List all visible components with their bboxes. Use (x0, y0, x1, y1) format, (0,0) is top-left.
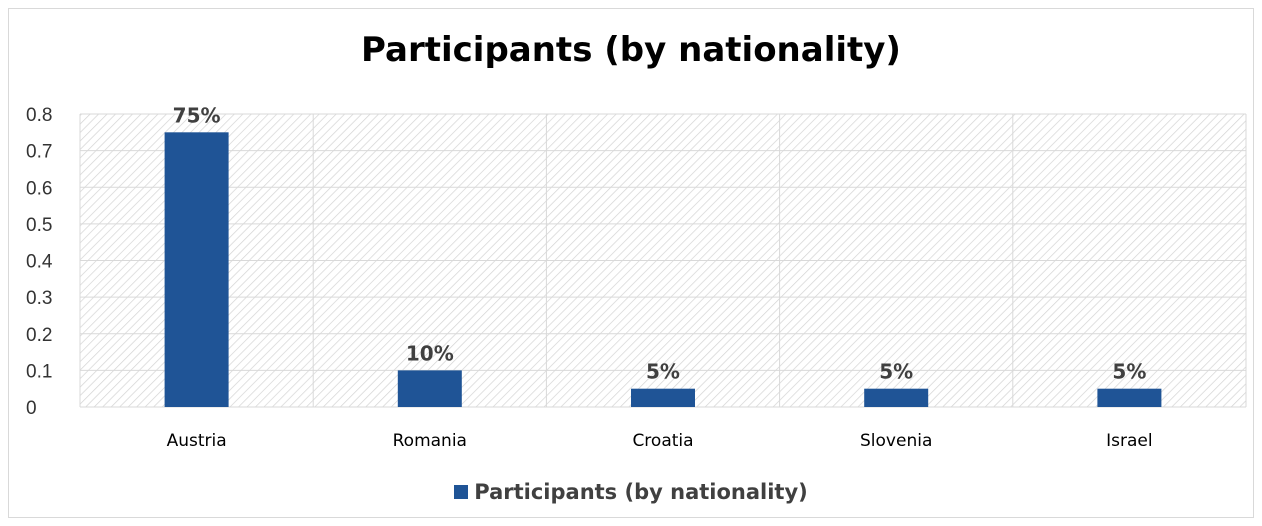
bar (864, 388, 929, 407)
bar (164, 132, 229, 407)
x-tick-label: Israel (1106, 431, 1152, 451)
y-tick-label: 0.5 (26, 215, 52, 236)
data-label: 75% (173, 103, 221, 127)
y-tick-label: 0.3 (26, 288, 52, 309)
legend: Participants (by nationality) (0, 480, 1262, 504)
y-tick-label: 0.4 (26, 252, 53, 273)
bar (397, 370, 462, 407)
data-label: 5% (1112, 360, 1146, 384)
y-tick-label: 0.6 (26, 178, 52, 199)
y-tick-label: 0 (26, 398, 37, 419)
x-tick-label: Romania (393, 431, 467, 451)
x-tick-label: Austria (167, 431, 227, 451)
y-tick-label: 0.1 (26, 361, 52, 382)
y-tick-label: 0.2 (26, 325, 52, 346)
data-label: 5% (646, 360, 680, 384)
chart-title: Participants (by nationality) (361, 30, 901, 70)
legend-label: Participants (by nationality) (474, 480, 808, 504)
bar (631, 388, 695, 407)
data-label: 10% (406, 341, 454, 365)
legend-swatch (454, 485, 469, 499)
data-label: 5% (879, 360, 913, 384)
x-tick-label: Croatia (632, 431, 693, 451)
y-tick-label: 0.8 (26, 105, 52, 126)
x-tick-label: Slovenia (860, 431, 932, 451)
y-tick-label: 0.7 (26, 142, 52, 163)
bar (1097, 388, 1162, 407)
